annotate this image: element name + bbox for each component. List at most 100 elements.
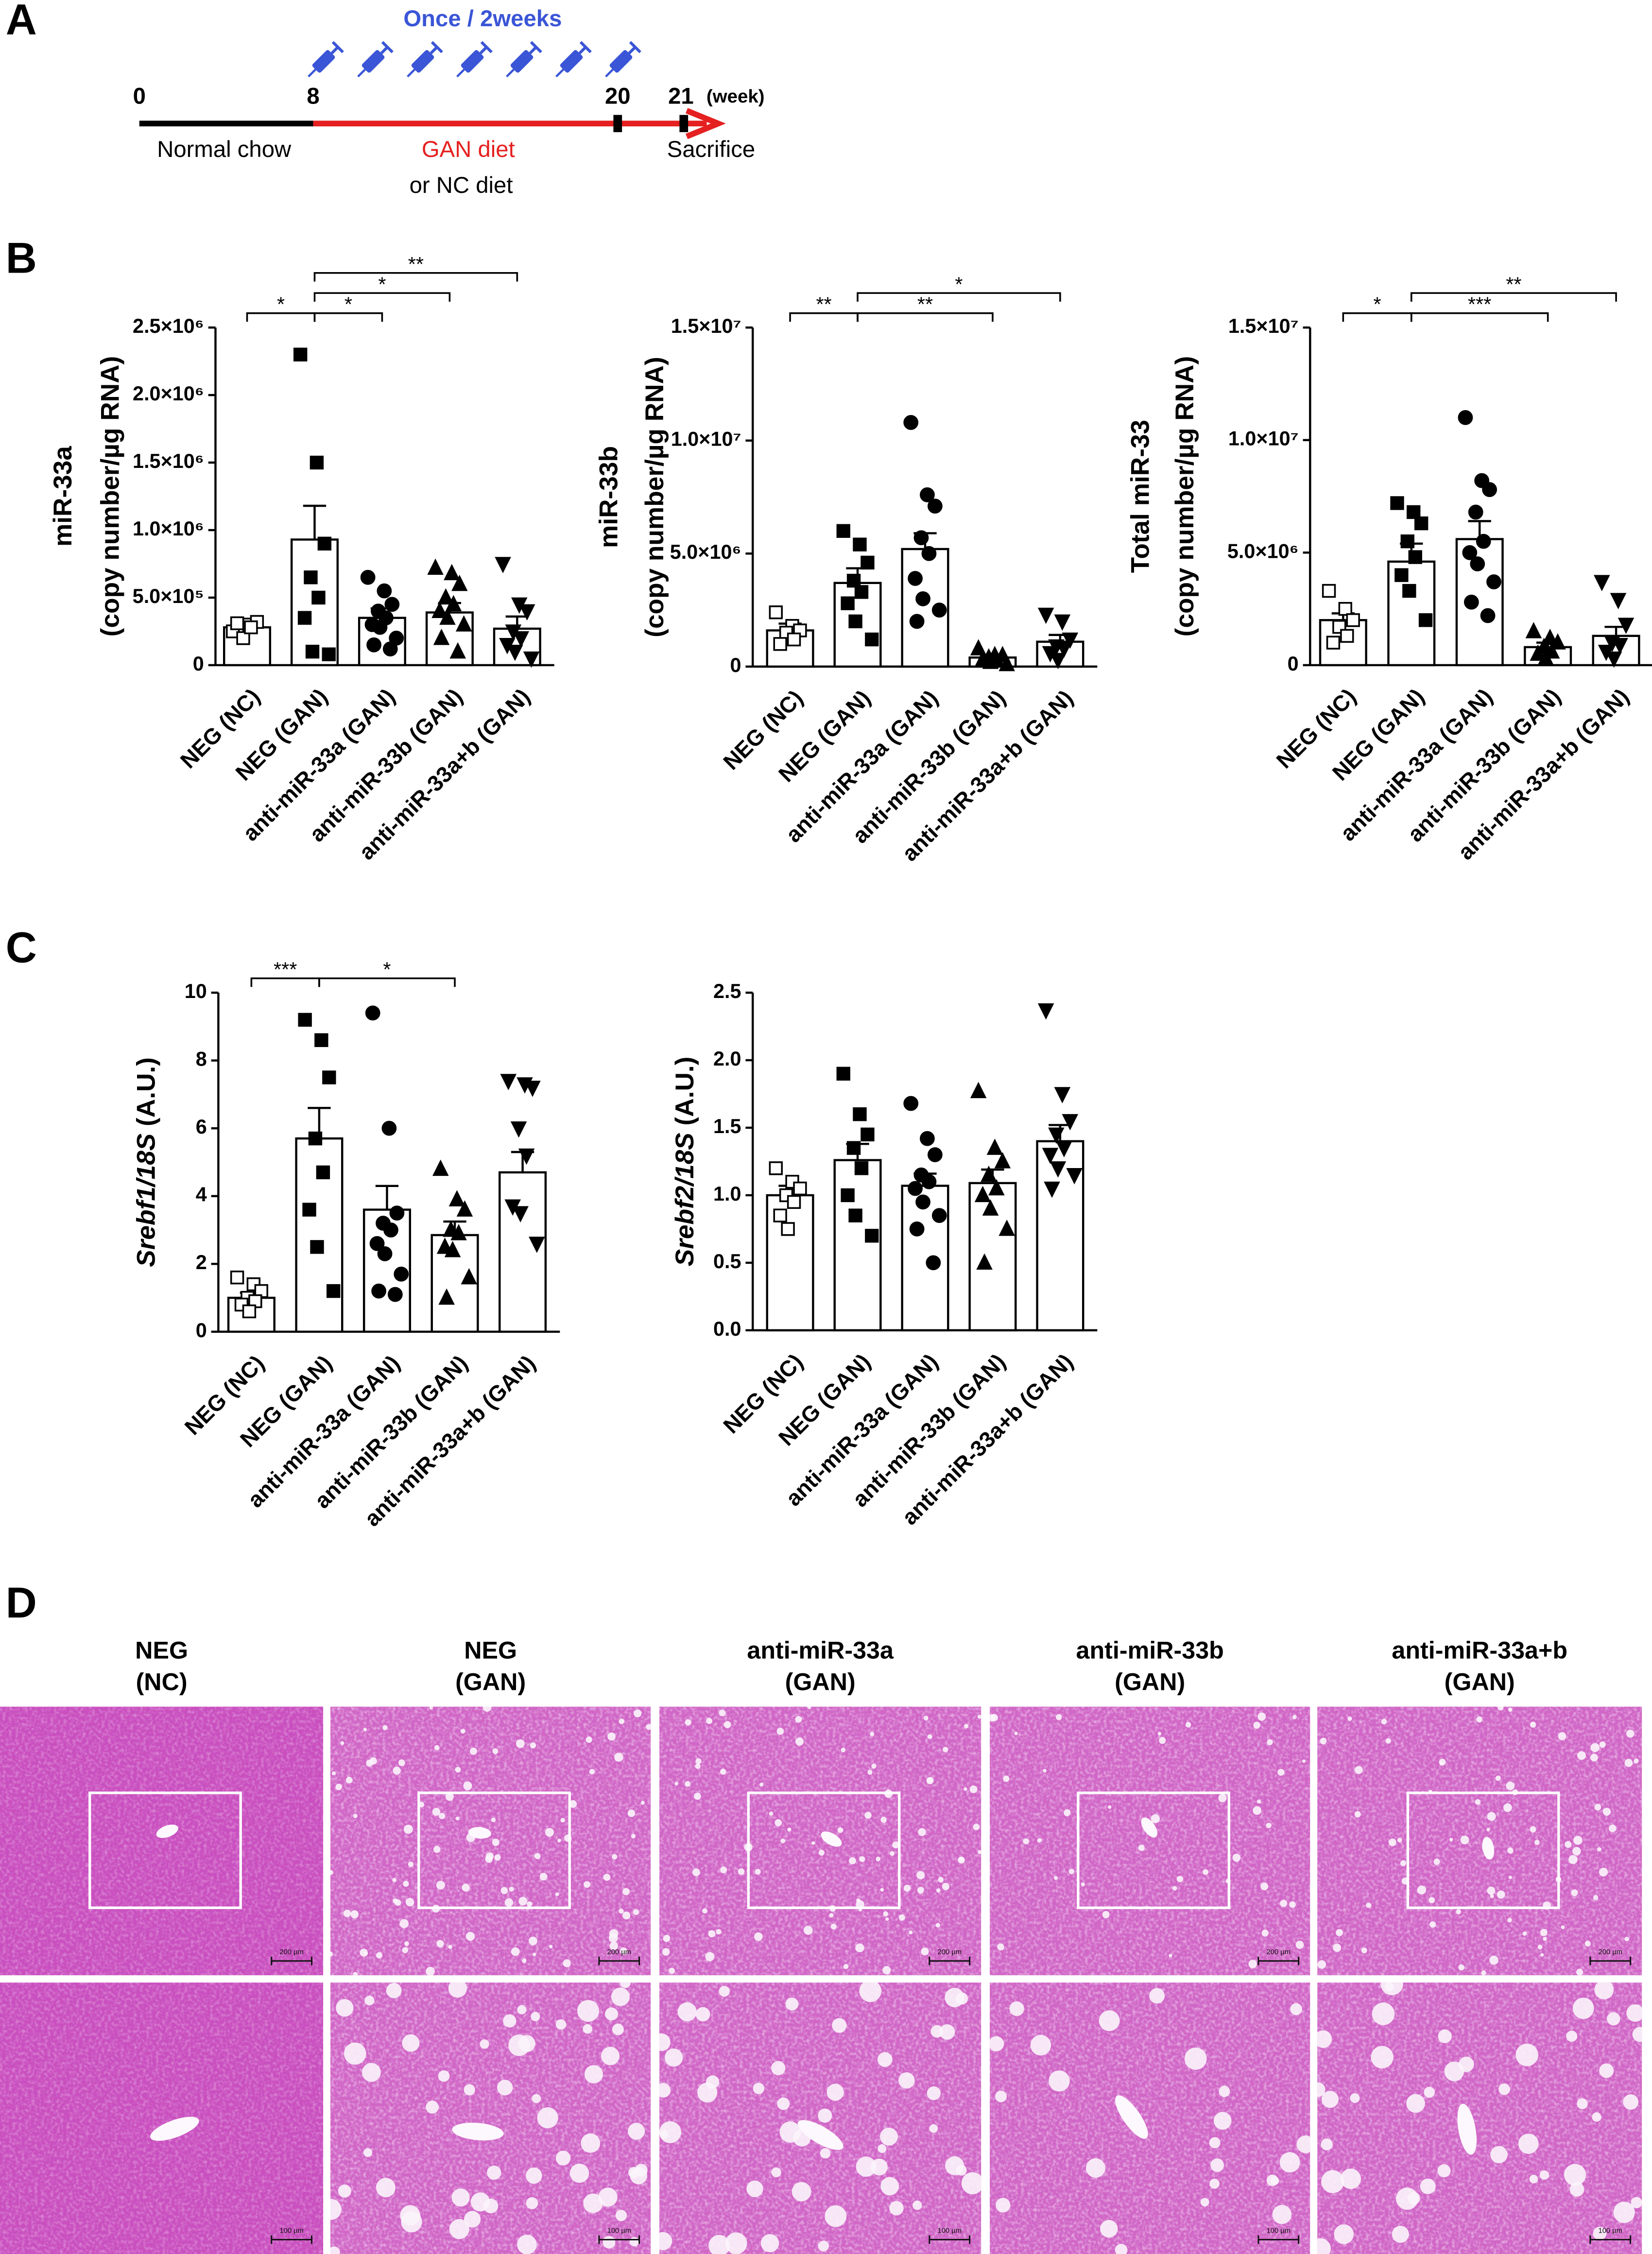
data-point bbox=[926, 1255, 941, 1271]
data-point bbox=[1037, 1003, 1054, 1020]
bar bbox=[1592, 635, 1640, 667]
vacuole bbox=[1634, 1758, 1639, 1764]
vacuole bbox=[1565, 1841, 1572, 1848]
vacuole bbox=[1594, 1982, 1614, 2000]
vacuole bbox=[434, 1745, 440, 1751]
vacuole bbox=[969, 1785, 978, 1793]
chart: miR-33a (copy number/µg RNA) 0 5.0×10⁵ 1.0×1… bbox=[49, 253, 554, 864]
vacuole bbox=[856, 1898, 861, 1903]
data-point bbox=[512, 1206, 529, 1222]
vacuole bbox=[898, 2072, 915, 2089]
vacuole bbox=[859, 1856, 865, 1862]
vacuole bbox=[659, 2033, 671, 2051]
vacuole bbox=[1003, 1775, 1010, 1782]
vacuole bbox=[870, 1732, 875, 1737]
vacuole bbox=[738, 1868, 745, 1875]
y-axis-title: (copy number/µg RNA) bbox=[96, 356, 125, 637]
syringe-needle bbox=[605, 69, 614, 78]
syringe-body bbox=[609, 50, 633, 73]
y-axis-title: miR-33a bbox=[49, 446, 77, 547]
vacuole bbox=[1406, 2094, 1425, 2113]
data-point bbox=[308, 1131, 323, 1146]
column-title: (GAN) bbox=[785, 1668, 856, 1695]
vacuole bbox=[1253, 1721, 1260, 1729]
vacuole bbox=[1280, 1899, 1288, 1907]
vacuole bbox=[646, 1724, 651, 1730]
y-axis-title-part: Srebf1/18S bbox=[132, 1134, 161, 1267]
data-point bbox=[518, 1148, 535, 1165]
vacuole bbox=[1602, 1807, 1611, 1816]
vacuole bbox=[399, 1919, 409, 1928]
vacuole bbox=[1475, 1799, 1481, 1805]
vacuole bbox=[1209, 2137, 1221, 2149]
data-point bbox=[1543, 642, 1560, 659]
vacuole bbox=[497, 2080, 513, 2096]
vacuole bbox=[669, 1967, 675, 1974]
vacuole bbox=[1568, 1855, 1578, 1864]
vacuole bbox=[1599, 1867, 1608, 1876]
data-point bbox=[921, 546, 937, 561]
vacuole bbox=[1277, 1769, 1285, 1776]
column-title: NEG bbox=[135, 1636, 188, 1664]
vacuole bbox=[1626, 1729, 1635, 1738]
vacuole bbox=[560, 1818, 565, 1823]
vacuole bbox=[929, 2124, 938, 2133]
vacuole bbox=[1623, 2094, 1639, 2110]
vacuole bbox=[361, 2063, 381, 2082]
vacuole bbox=[795, 1737, 804, 1746]
data-point bbox=[908, 571, 923, 586]
vacuole bbox=[631, 1834, 636, 1839]
vessel bbox=[468, 1827, 491, 1839]
vacuole bbox=[455, 1767, 461, 1773]
data-point bbox=[314, 1033, 328, 1047]
vacuole bbox=[1599, 1741, 1606, 1748]
vacuole bbox=[518, 1896, 528, 1906]
scale-bar bbox=[271, 2235, 313, 2244]
vacuole bbox=[826, 2083, 844, 2101]
vacuole bbox=[494, 1854, 501, 1861]
vacuole bbox=[818, 2240, 829, 2252]
scale-bar bbox=[929, 2235, 971, 2244]
significance-label: ** bbox=[408, 253, 424, 275]
y-tick-label: 2.0 bbox=[713, 1048, 741, 1070]
tissue-texture bbox=[0, 1982, 324, 2254]
data-point bbox=[513, 631, 530, 648]
vacuole bbox=[996, 2198, 1011, 2213]
vacuole bbox=[921, 1947, 929, 1956]
vacuole bbox=[522, 1958, 527, 1963]
syringe-handle bbox=[430, 41, 443, 53]
vacuole bbox=[1266, 1823, 1272, 1828]
vacuole bbox=[531, 2012, 540, 2021]
vacuole bbox=[997, 1943, 1004, 1951]
scale-bar-label: 200 µm bbox=[607, 1948, 631, 1956]
vacuole bbox=[1248, 1960, 1257, 1968]
data-point bbox=[860, 1127, 875, 1142]
vacuole bbox=[1354, 1811, 1361, 1818]
data-point bbox=[928, 499, 943, 514]
vacuole bbox=[605, 2007, 618, 2021]
vacuole bbox=[614, 1753, 623, 1762]
vessel bbox=[156, 1824, 178, 1838]
vacuole bbox=[585, 1736, 592, 1743]
scale-bar bbox=[929, 1956, 971, 1965]
vacuole bbox=[1593, 2226, 1607, 2240]
vacuole bbox=[534, 1853, 541, 1859]
vacuole bbox=[448, 1982, 467, 1998]
y-axis-title-part: (A.U.) bbox=[132, 1057, 161, 1134]
vacuole bbox=[518, 2035, 535, 2052]
vessel bbox=[452, 2122, 504, 2141]
vacuole bbox=[803, 1926, 813, 1935]
vacuole bbox=[1607, 2012, 1620, 2026]
vacuole bbox=[1631, 2197, 1642, 2208]
arrow-head bbox=[685, 108, 726, 139]
tissue-texture bbox=[1317, 1982, 1642, 2254]
panel-label: C bbox=[6, 924, 37, 972]
data-point bbox=[507, 644, 523, 661]
vacuole bbox=[841, 1748, 846, 1753]
vacuole bbox=[1576, 1968, 1583, 1976]
data-point bbox=[381, 1120, 397, 1136]
vacuole bbox=[436, 1940, 444, 1948]
vacuole bbox=[1444, 2061, 1464, 2082]
vacuole bbox=[725, 2232, 747, 2254]
vacuole bbox=[1584, 1941, 1591, 1947]
